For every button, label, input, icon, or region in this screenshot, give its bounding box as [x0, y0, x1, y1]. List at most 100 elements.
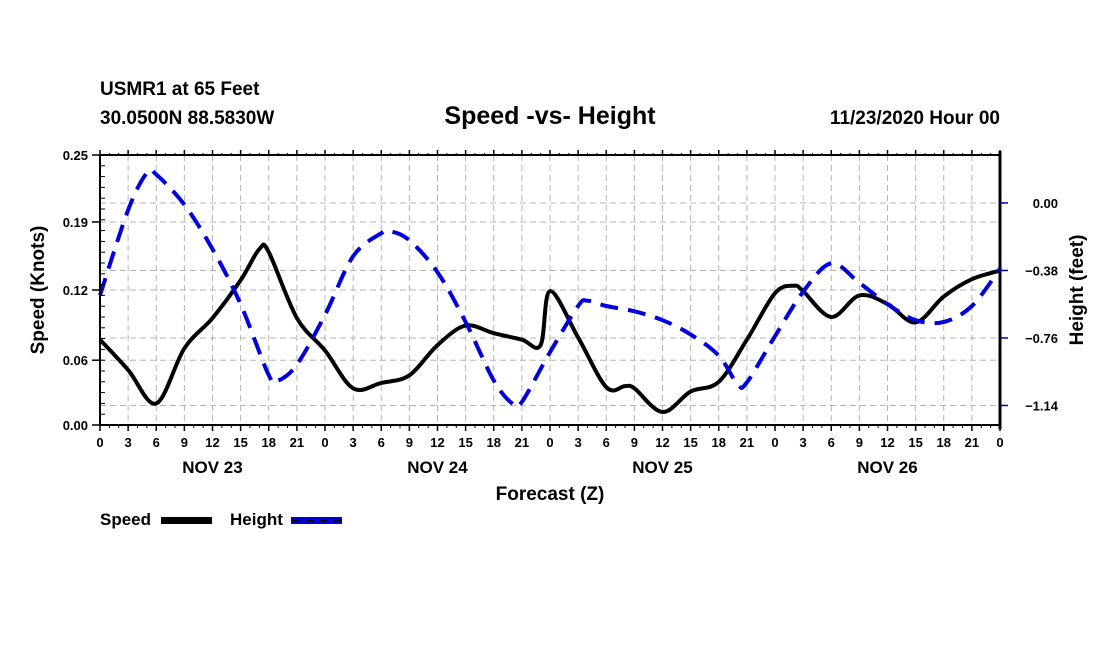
- data-point-height: [857, 281, 861, 285]
- x-tick-label: 12: [880, 435, 894, 450]
- legend-height-label: Height: [230, 510, 283, 529]
- x-tick-label: 6: [603, 435, 610, 450]
- data-point-speed: [211, 316, 215, 320]
- data-point-speed: [182, 346, 186, 350]
- data-point-speed: [492, 331, 496, 335]
- data-point-speed: [323, 349, 327, 353]
- x-tick-label: 21: [965, 435, 979, 450]
- x-tick-label: 3: [350, 435, 357, 450]
- data-point-height: [586, 299, 590, 303]
- x-tick-label: 21: [290, 435, 304, 450]
- data-point-height: [520, 400, 524, 404]
- legend: Speed Height: [100, 510, 342, 529]
- run-time-label: 11/23/2020 Hour 00: [830, 108, 1000, 129]
- x-tick-label: 21: [740, 435, 754, 450]
- x-tick-label: 15: [908, 435, 922, 450]
- y-tick-label: 0.06: [63, 353, 88, 368]
- x-tick-label: 12: [655, 435, 669, 450]
- station-label: USMR1 at 65 Feet: [100, 79, 260, 100]
- data-point-height: [914, 318, 918, 322]
- data-point-speed: [239, 278, 243, 282]
- data-point-speed: [623, 384, 627, 388]
- data-point-height: [407, 238, 411, 242]
- x-tick-label: 18: [487, 435, 501, 450]
- y2-tick-label: −1.14: [1025, 398, 1059, 413]
- data-point-height: [548, 350, 552, 354]
- data-point-speed: [539, 343, 543, 347]
- data-point-height: [276, 379, 280, 383]
- data-point-speed: [267, 250, 271, 254]
- data-point-height: [295, 363, 299, 367]
- data-point-speed: [661, 410, 665, 414]
- data-point-height: [745, 380, 749, 384]
- data-point-speed: [717, 380, 721, 384]
- x-tick-label: 0: [996, 435, 1003, 450]
- x-tick-label: 12: [205, 435, 219, 450]
- x-tick-label: 18: [262, 435, 276, 450]
- data-point-speed: [857, 293, 861, 297]
- data-point-height: [829, 261, 833, 265]
- data-point-height: [436, 270, 440, 274]
- data-point-speed: [295, 316, 299, 320]
- data-point-height: [576, 304, 580, 308]
- x-tick-label: 0: [546, 435, 553, 450]
- x-tick-label: 15: [233, 435, 247, 450]
- x-tick-label: 12: [430, 435, 444, 450]
- x-tick-label: 18: [937, 435, 951, 450]
- data-point-height: [464, 320, 468, 324]
- y2-tick-label: 0.00: [1033, 196, 1058, 211]
- legend-speed-swatch: [161, 517, 212, 524]
- x-tick-label: 0: [96, 435, 103, 450]
- data-point-speed: [829, 315, 833, 319]
- data-point-height: [267, 373, 271, 377]
- data-point-speed: [773, 291, 777, 295]
- data-point-height: [632, 309, 636, 313]
- data-point-speed: [257, 247, 261, 251]
- series-layer: [98, 167, 1002, 414]
- axes: 0 3 6 9 12 15 18 21 0 3 6 9 12 15 18 21 0 3 6 9 12 15 18 21 0 3 6 9…: [63, 148, 1059, 477]
- data-point-height: [886, 302, 890, 306]
- data-point-speed: [548, 289, 552, 293]
- data-point-height: [154, 173, 158, 177]
- x-tick-label: 6: [378, 435, 385, 450]
- data-point-speed: [632, 386, 636, 390]
- x-tick-label: 9: [406, 435, 413, 450]
- data-point-speed: [792, 284, 796, 288]
- series-line-speed: [98, 242, 1001, 414]
- x-axis-title: Forecast (Z): [496, 484, 605, 505]
- data-point-height: [492, 379, 496, 383]
- location-label: 30.0500N 88.5830W: [100, 108, 274, 129]
- data-point-speed: [942, 295, 946, 299]
- day-label: NOV 23: [182, 458, 242, 477]
- y2-tick-label: −0.76: [1025, 331, 1058, 346]
- y-axis-title: Speed (Knots): [28, 226, 49, 355]
- series-line-height: [98, 167, 1002, 410]
- y-tick-label: 0.25: [63, 148, 88, 163]
- x-tick-label: 9: [631, 435, 638, 450]
- data-point-speed: [520, 338, 524, 342]
- x-tick-label: 3: [575, 435, 582, 450]
- data-point-height: [145, 171, 149, 175]
- data-point-height: [604, 304, 608, 308]
- data-point-height: [379, 231, 383, 235]
- data-point-height: [942, 320, 946, 324]
- x-tick-label: 9: [181, 435, 188, 450]
- data-point-height: [126, 208, 130, 212]
- data-point-height: [661, 318, 665, 322]
- data-point-height: [239, 302, 243, 306]
- data-point-speed: [436, 343, 440, 347]
- day-label: NOV 26: [857, 458, 917, 477]
- data-point-height: [717, 354, 721, 358]
- data-point-height: [689, 332, 693, 336]
- data-point-height: [773, 334, 777, 338]
- x-tick-label: 6: [828, 435, 835, 450]
- day-label: NOV 25: [632, 458, 692, 477]
- data-point-speed: [126, 368, 130, 372]
- data-point-height: [970, 304, 974, 308]
- x-tick-label: 21: [515, 435, 529, 450]
- data-point-speed: [689, 390, 693, 394]
- data-point-speed: [407, 373, 411, 377]
- y2-axis-title: Height (feet): [1067, 235, 1088, 346]
- x-tick-label: 0: [771, 435, 778, 450]
